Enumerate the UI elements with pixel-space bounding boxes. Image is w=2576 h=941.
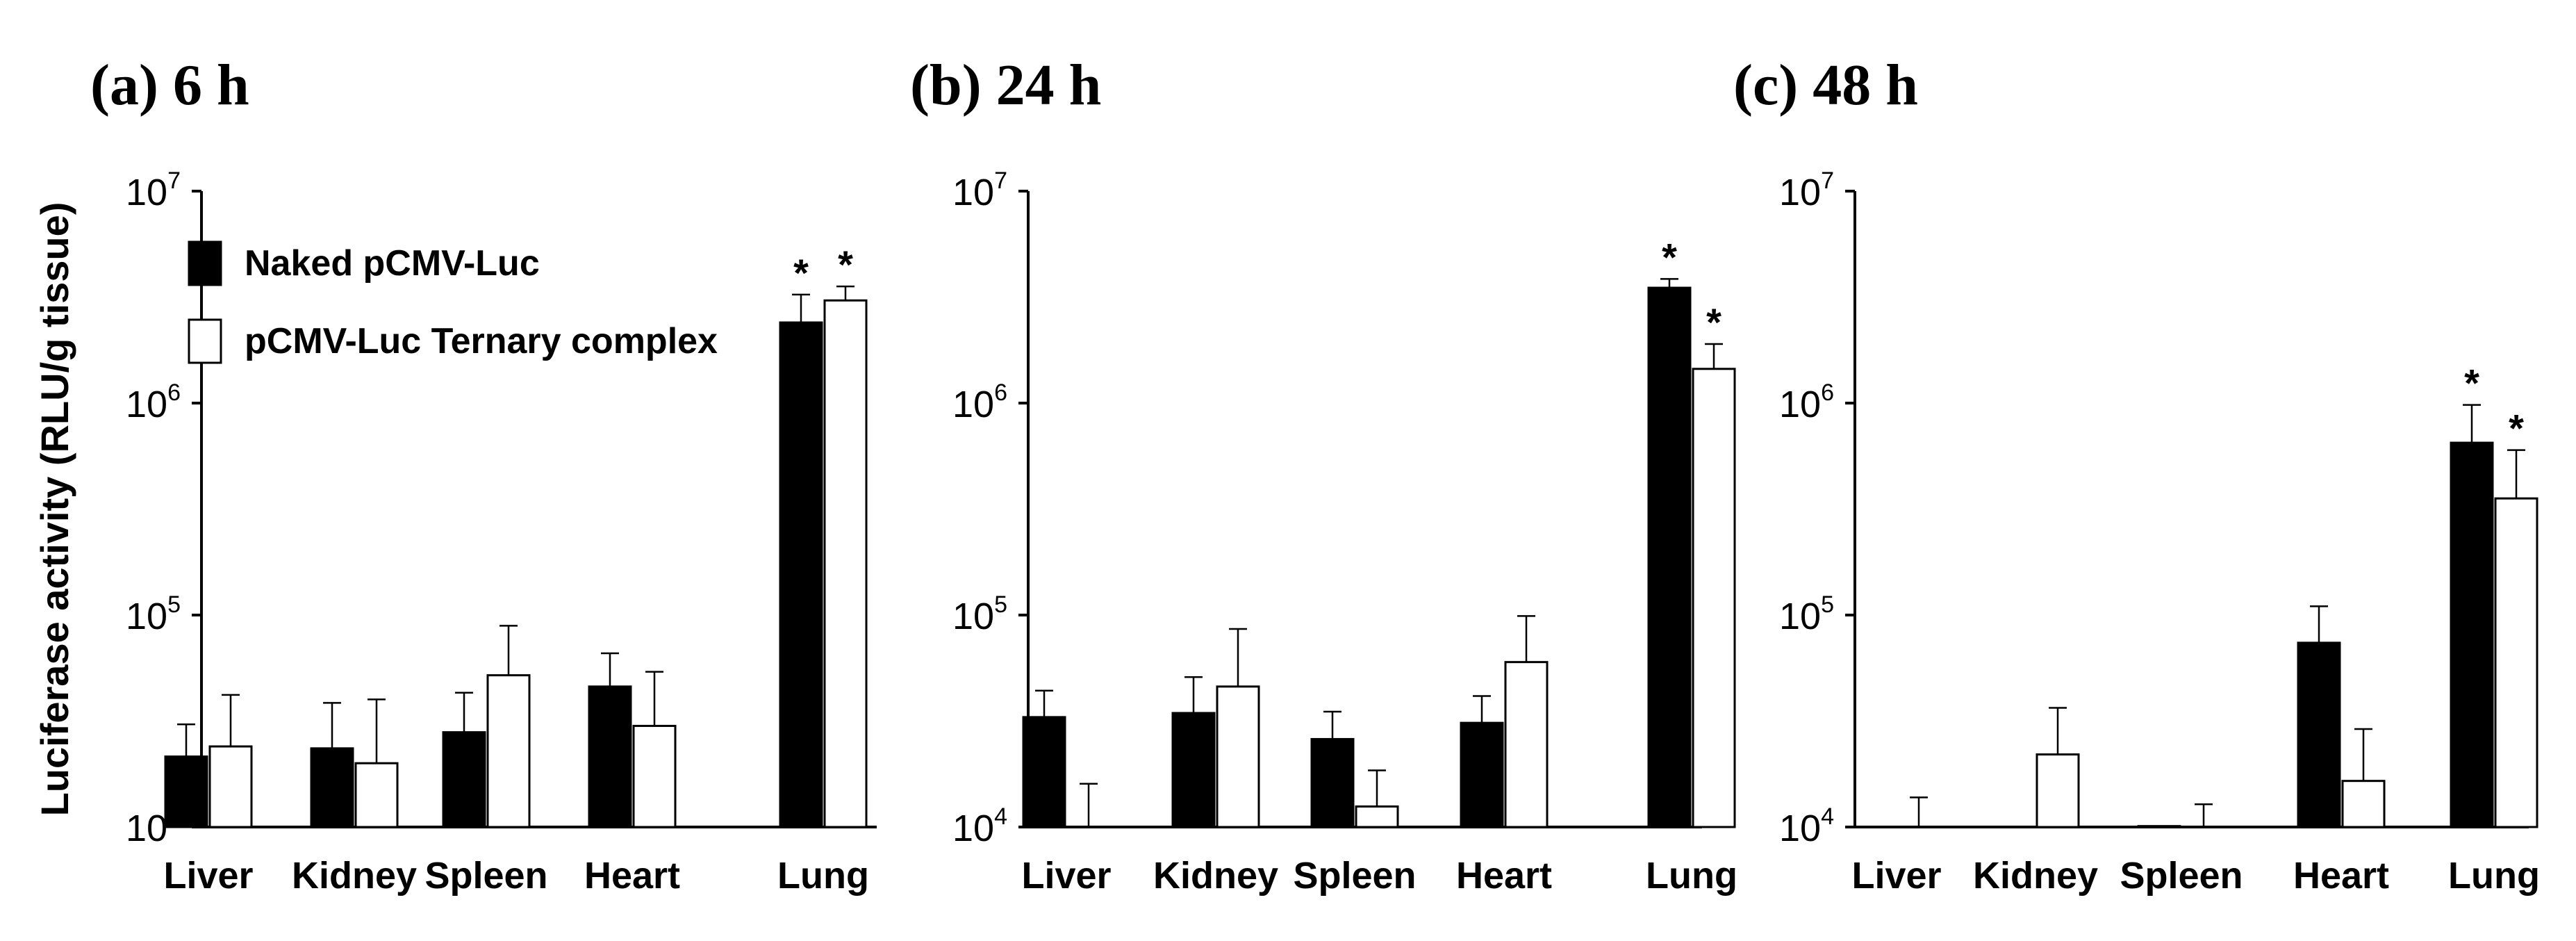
x-tick-label: Liver	[163, 855, 253, 897]
significance-star: *	[1662, 235, 1677, 279]
y-tick-label: 105	[952, 591, 1007, 637]
significance-star: *	[2464, 361, 2479, 405]
x-tick-label: Heart	[584, 855, 680, 897]
bar-naked	[2297, 641, 2341, 828]
y-tick-label: 106	[126, 379, 181, 425]
bar-ternary	[1355, 805, 1399, 828]
legend-label: Naked pCMV-Luc	[245, 243, 540, 284]
x-tick-label: Heart	[1456, 855, 1552, 897]
x-tick-label: Heart	[2293, 855, 2389, 897]
panel-title: (a) 6 h	[90, 53, 249, 117]
x-tick-label: Spleen	[1293, 855, 1416, 897]
legend: Naked pCMV-Luc pCMV-Luc Ternary complex	[188, 240, 718, 364]
x-tick-label: Lung	[1646, 855, 1737, 897]
y-tick-label: 107	[1779, 167, 1834, 213]
panel-title: (c) 48 h	[1733, 53, 1918, 117]
bar-naked	[1022, 716, 1066, 828]
bar-ternary	[354, 762, 399, 828]
x-tick-label: Kidney	[1153, 855, 1278, 897]
bar-naked	[1310, 737, 1355, 828]
bar-naked	[1171, 712, 1216, 828]
legend-swatch-ternary	[188, 318, 222, 364]
bar-naked	[2137, 825, 2181, 828]
x-tick-label: Lung	[2448, 855, 2540, 897]
bar-ternary	[1504, 661, 1549, 828]
bar-ternary	[2341, 780, 2386, 828]
y-axis-label: Luciferase activity (RLU/g tissue)	[33, 202, 76, 817]
bar-naked	[164, 755, 208, 828]
chart-panel-2: (c) 48 h 104 105 106 107 Liver Kidney Spleen Hea…	[1733, 53, 2540, 897]
panel-title: (b) 24 h	[910, 53, 1101, 117]
bar-ternary	[208, 745, 253, 828]
x-tick-label: Liver	[1021, 855, 1111, 897]
bar-naked	[588, 685, 632, 828]
significance-star: *	[838, 243, 853, 286]
bar-naked	[310, 747, 354, 828]
bar-naked	[1647, 286, 1692, 828]
y-tick-label: 104	[952, 803, 1007, 849]
significance-star: *	[793, 251, 809, 295]
x-tick-label: Kidney	[292, 855, 417, 897]
y-tick-label: 107	[952, 167, 1007, 213]
chart-panel-0: (a) 6 h104105106107Luciferase activity (…	[33, 53, 877, 897]
bar-ternary	[2494, 497, 2538, 828]
x-tick-label: Kidney	[1973, 855, 2098, 897]
bar-naked	[2450, 441, 2494, 828]
chart-panel-1: (b) 24 h 104 105 106 107 Liver Kidney Spleen Hea…	[910, 53, 1737, 897]
y-tick-label: 105	[1779, 591, 1834, 637]
y-tick-label: 106	[1779, 379, 1834, 425]
x-tick-label: Lung	[777, 855, 869, 897]
bar-ternary	[2036, 753, 2080, 828]
y-tick-label: 107	[126, 167, 181, 213]
y-tick-label: 105	[126, 591, 181, 637]
bar-ternary	[1692, 368, 1736, 828]
legend-swatch-naked	[188, 240, 222, 286]
significance-star: *	[2509, 407, 2524, 450]
bar-naked	[1460, 721, 1504, 828]
x-tick-label: Liver	[1851, 855, 1941, 897]
y-tick-label: 106	[952, 379, 1007, 425]
bar-ternary	[823, 299, 868, 828]
significance-star: *	[1706, 300, 1722, 344]
legend-label: pCMV-Luc Ternary complex	[245, 321, 718, 361]
bar-ternary	[632, 724, 677, 828]
bar-naked	[779, 321, 823, 828]
bar-ternary	[1216, 685, 1260, 828]
y-tick-label: 104	[1779, 803, 1834, 849]
bar-ternary	[486, 674, 531, 828]
bar-naked	[442, 731, 486, 828]
x-tick-label: Spleen	[2120, 855, 2243, 897]
x-tick-label: Spleen	[424, 855, 547, 897]
